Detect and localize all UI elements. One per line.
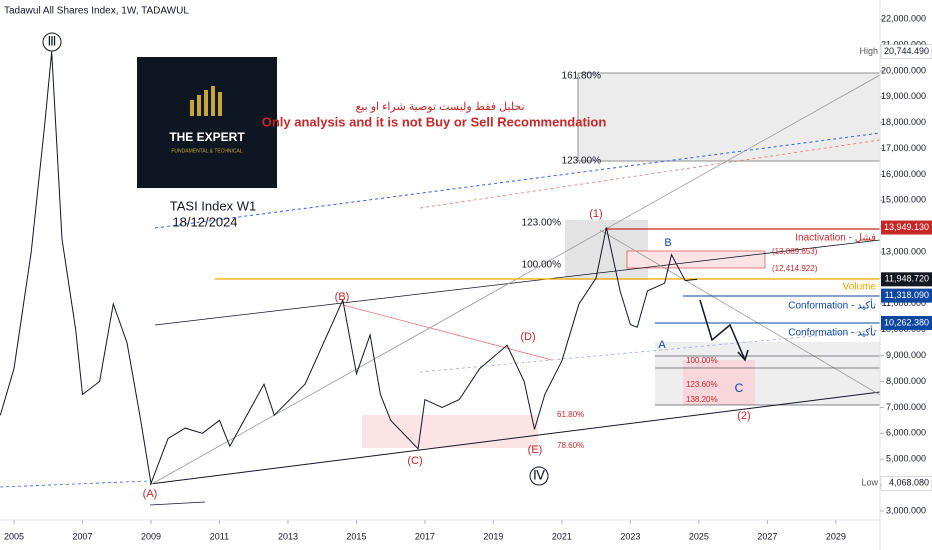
x-tick-label: 2015 (346, 531, 366, 541)
price-label-box (880, 476, 932, 491)
annotation: (B) (335, 291, 350, 303)
annotation: 161.80% (562, 71, 602, 82)
annotation: Volume (843, 282, 877, 293)
x-tick-label: 2007 (73, 531, 93, 541)
y-tick-label: 13,000.000 (881, 246, 926, 256)
annotation: 138.20% (686, 395, 718, 404)
y-tick-label: 15,000.000 (881, 195, 926, 205)
y-tick-label: 22,000.000 (881, 14, 926, 24)
x-tick-label: 2017 (415, 531, 435, 541)
y-tick-label: 6,000.000 (886, 428, 926, 438)
annotation: 123.00% (522, 218, 562, 229)
x-tick-label: 2005 (4, 531, 24, 541)
y-tick-label: 9,000.000 (886, 350, 926, 360)
y-tick-label: 16,000.000 (881, 169, 926, 179)
annotation: Conformation - تأكيد (788, 299, 876, 312)
annotation: تحليل فقط وليست توصية شراء او بيع (355, 101, 524, 113)
annotation: Ⅲ (48, 33, 57, 48)
annotation: 100.00% (522, 260, 562, 271)
chart-title: Tadawul All Shares Index, 1W, TADAWUL (4, 6, 189, 17)
price-label-box (881, 315, 932, 330)
annotation: B (664, 237, 671, 249)
annotation: Conformation - تأكيد (788, 326, 876, 339)
annotation: C (735, 381, 744, 395)
annotation: 123.00% (562, 156, 602, 167)
price-label: 20,744.490 (884, 46, 929, 56)
annotation: Only analysis and it is not Buy or Sell … (262, 114, 607, 129)
x-tick-label: 2027 (757, 531, 777, 541)
annotation: (12,414.922) (772, 264, 818, 273)
y-tick-label: 19,000.000 (881, 91, 926, 101)
annotation: FUNDAMENTAL & TECHNICAL (171, 148, 243, 154)
annotation: 100.00% (686, 356, 718, 365)
annotation: (1) (589, 208, 602, 220)
annotation: (2) (737, 410, 750, 422)
x-tick-label: 2013 (278, 531, 298, 541)
x-tick-label: 2025 (689, 531, 709, 541)
x-tick-label: 2009 (141, 531, 161, 541)
x-tick-label: 2021 (552, 531, 572, 541)
annotation: (C) (407, 455, 422, 467)
annotation: TASI Index W1 (170, 198, 256, 213)
y-tick-label: 20,000.000 (881, 65, 926, 75)
y-tick-label: 17,000.000 (881, 143, 926, 153)
annotation: Ⅳ (533, 467, 545, 482)
x-tick-label: 2029 (826, 531, 846, 541)
annotation: 61.80% (557, 410, 584, 419)
price-label-name: High (859, 46, 878, 56)
price-label: 13,949.130 (884, 222, 929, 232)
price-label: 4,068.080 (889, 478, 929, 488)
annotation: Inactivation - فشل (795, 233, 876, 244)
price-label-name: Low (861, 478, 878, 488)
price-label-box (881, 288, 932, 303)
annotation: (A) (143, 488, 158, 500)
y-tick-label: 3,000.000 (886, 505, 926, 515)
price-label: 11,318.090 (885, 290, 929, 300)
x-tick-label: 2019 (483, 531, 503, 541)
annotation: (E) (528, 444, 543, 456)
y-tick-label: 8,000.000 (886, 376, 926, 386)
price-label-box (881, 272, 932, 287)
annotation: A (658, 339, 666, 351)
annotation: 123.60% (686, 380, 718, 389)
price-label: 10,262.380 (884, 317, 929, 327)
x-tick-label: 2011 (210, 531, 229, 541)
y-tick-label: 11,000.000 (882, 298, 926, 308)
drawings (0, 32, 881, 506)
annotation: (13,089.653) (772, 247, 818, 256)
price-label-box (881, 220, 932, 235)
y-tick-label: 5,000.000 (886, 454, 926, 464)
price-line (0, 51, 698, 486)
annotation: 18/12/2024 (172, 214, 237, 229)
y-tick-label: 18,000.000 (881, 117, 926, 127)
x-tick-label: 2023 (620, 531, 640, 541)
y-tick-label: 7,000.000 (886, 402, 926, 412)
price-label-box (880, 44, 932, 59)
annotation: 78.60% (557, 441, 584, 450)
annotation: THE EXPERT (169, 130, 245, 144)
price-label: 11,948.720 (885, 274, 929, 284)
annotation: (D) (520, 331, 535, 343)
